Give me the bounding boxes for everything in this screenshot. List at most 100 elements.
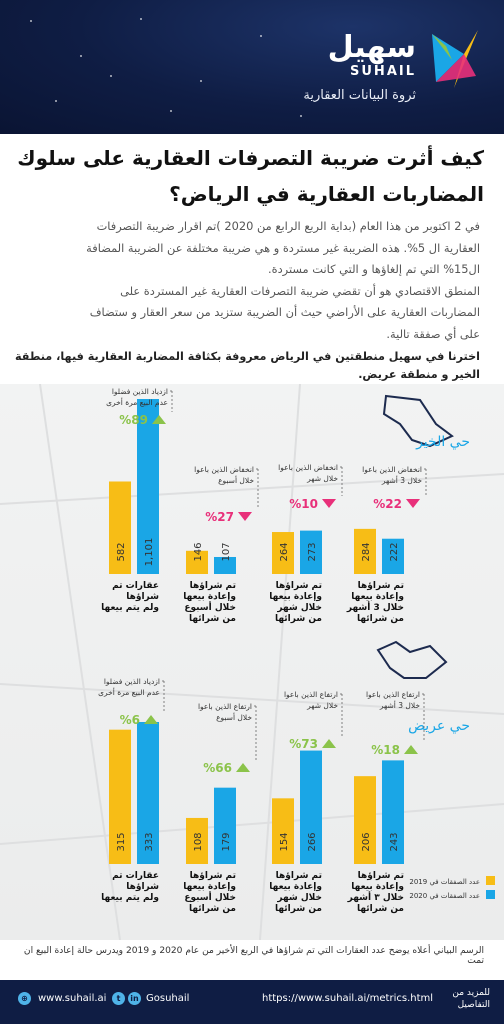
arrow-down-icon: [238, 512, 252, 521]
category-label: شراؤها: [126, 882, 159, 892]
category-label: عقارات تم: [112, 581, 159, 591]
intro-line: العقارية ال 5%. هذه الضريبة غير مستردة و…: [86, 240, 480, 255]
globe-icon: ⊕: [18, 992, 31, 1005]
change-percent: %22: [373, 497, 402, 511]
page-title: كيف أثرت ضريبة التصرفات العقارية على سلو…: [14, 140, 484, 212]
arrow-up-icon: [322, 739, 336, 748]
change-note: انخفاض الذين باعوا: [194, 465, 254, 474]
bar-2020: [382, 760, 404, 864]
chart-footnote: الرسم البياني أعلاه يوضح عدد العقارات ال…: [23, 946, 484, 966]
value-label-2020: 107: [221, 542, 232, 561]
value-label-2020: 222: [389, 542, 400, 561]
change-note: انخفاض الذين باعوا: [278, 463, 338, 472]
category-label: وإعادة بيعها: [183, 592, 236, 602]
header-banner: سهيل SUHAIL ثروة البيانات العقارية: [0, 0, 504, 134]
value-label-2019: 582: [116, 542, 127, 561]
change-note: خلال أسبوع: [218, 475, 254, 485]
change-percent: %73: [289, 737, 318, 751]
footer-metrics-link[interactable]: https://www.suhail.ai/metrics.html: [262, 993, 434, 1004]
change-note: عدم البيع مرة أخرى: [106, 397, 168, 407]
category-label: وإعادة بيعها: [183, 882, 236, 892]
value-label-2020: 179: [221, 832, 232, 851]
selection-text: اخترنا في سهيل منطقتين في الرياض معروفة …: [14, 350, 480, 381]
intro-paragraph: في 2 اكتوبر من هذا العام (بداية الربع ال…: [16, 216, 480, 346]
change-note: خلال شهر: [306, 474, 338, 483]
intro-line: ال15% التي تم إلغاؤها و التي كانت مستردة…: [268, 262, 480, 277]
district-map-outline-icon: [382, 394, 454, 448]
value-label-2020: 333: [144, 832, 155, 851]
map-road-line: [0, 803, 504, 845]
category-label: تم شراؤها: [190, 871, 236, 881]
footer-website[interactable]: www.suhail.ai: [38, 993, 107, 1004]
change-note: عدم البيع مرة أخرى: [98, 687, 160, 697]
bar-2019: [354, 528, 376, 574]
change-percent: %66: [203, 761, 232, 775]
value-label-2019: 146: [193, 542, 204, 561]
logo-tagline: ثروة البيانات العقارية: [303, 88, 416, 103]
category-label: وإعادة بيعها: [269, 882, 322, 892]
bar-2019: [354, 776, 376, 864]
category-label: من شرائها: [357, 614, 404, 624]
change-note: ارتفاع الذين باعوا: [198, 702, 252, 711]
change-note: خلال 3 أشهر: [381, 475, 422, 485]
change-note: خلال أسبوع: [216, 712, 252, 722]
change-note: ازدياد الذين فضلوا: [112, 387, 168, 396]
footer-bar: ⊕ www.suhail.ai t in Gosuhail https://ww…: [0, 980, 504, 1024]
category-label: ولم يتم بيعها: [101, 603, 159, 613]
legend-swatch: [486, 876, 495, 885]
linkedin-icon[interactable]: in: [128, 992, 141, 1005]
category-label: تم شراؤها: [190, 581, 236, 591]
bar-2020: [137, 399, 159, 574]
category-label: تم شراؤها: [276, 581, 322, 591]
arrow-up-icon: [404, 745, 418, 754]
map-road-line: [259, 384, 301, 940]
arrow-down-icon: [322, 499, 336, 508]
bar-2019: [186, 817, 208, 864]
category-label: من شرائها: [275, 614, 322, 624]
change-note: خلال شهر: [306, 701, 338, 710]
category-label: وإعادة بيعها: [269, 592, 322, 602]
category-label: خلال أسبوع: [184, 601, 236, 613]
change-percent: %18: [371, 743, 400, 757]
value-label-2020: 266: [307, 832, 318, 851]
footer-more-details[interactable]: للمزيد من التفاصيل: [452, 988, 490, 1010]
bar-2019: [109, 481, 131, 574]
category-label: من شرائها: [357, 904, 404, 914]
chart-title: حي الخير: [415, 434, 470, 450]
change-note: خلال 3 أشهر: [379, 700, 420, 710]
change-note: انخفاض الذين باعوا: [362, 465, 422, 474]
change-percent: %6: [120, 713, 140, 727]
bar-2020: [214, 787, 236, 864]
category-label: تم شراؤها: [276, 871, 322, 881]
category-label: وإعادة بيعها: [351, 592, 404, 602]
twitter-icon[interactable]: t: [112, 992, 125, 1005]
value-label-2019: 264: [279, 542, 290, 561]
arrow-down-icon: [406, 499, 420, 508]
bar-2019: [186, 550, 208, 574]
category-label: من شرائها: [275, 904, 322, 914]
category-label: ولم يتم بيعها: [101, 893, 159, 903]
intro-line: في 2 اكتوبر من هذا العام (بداية الربع ال…: [96, 219, 480, 233]
district-map-outline-icon: [376, 640, 448, 679]
logo-arabic: سهيل: [327, 30, 416, 65]
category-label: من شرائها: [189, 614, 236, 624]
map-road-line: [0, 473, 504, 505]
bar-2020: [300, 750, 322, 864]
intro-line: المنطق الاقتصادي هو أن تقضي ضريبة التصرف…: [120, 283, 480, 298]
bar-2019: [272, 798, 294, 864]
arrow-up-icon: [152, 415, 166, 424]
category-label: وإعادة بيعها: [351, 882, 404, 892]
legend-swatch: [486, 890, 495, 899]
category-label: خلال ٣ أشهر: [347, 891, 404, 903]
intro-line: المضاربات العقارية على الأراضي حيث أن ال…: [89, 305, 480, 320]
category-label: تم شراؤها: [358, 871, 404, 881]
category-label: خلال شهر: [276, 893, 322, 903]
category-label: خلال 3 أشهر: [346, 601, 404, 613]
arrow-up-icon: [144, 715, 158, 724]
value-label-2019: 284: [361, 542, 372, 561]
legend-label: عدد الصفقات في 2019: [409, 878, 480, 886]
footer-social-handle[interactable]: Gosuhail: [146, 993, 190, 1004]
value-label-2019: 108: [193, 832, 204, 851]
map-road-line: [39, 384, 121, 940]
